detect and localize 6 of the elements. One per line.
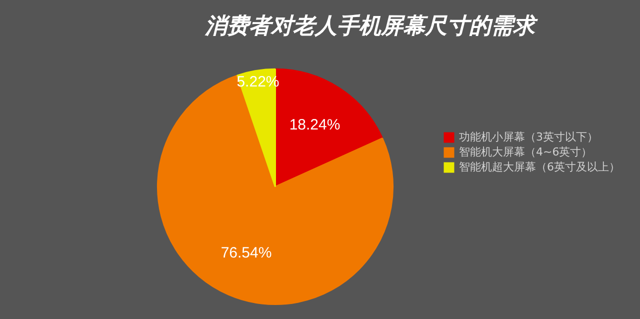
legend-label: 智能机大屏幕（4~6英寸） <box>459 145 592 158</box>
data-label: 76.54% <box>220 244 272 262</box>
data-label: 18.24% <box>289 116 340 134</box>
chart-title: 消费者对老人手机屏幕尺寸的需求 <box>204 14 538 39</box>
legend-label: 功能机小屏幕（3英寸以下） <box>459 130 598 144</box>
legend-label: 智能机超大屏幕（6英寸及以上） <box>459 160 620 174</box>
